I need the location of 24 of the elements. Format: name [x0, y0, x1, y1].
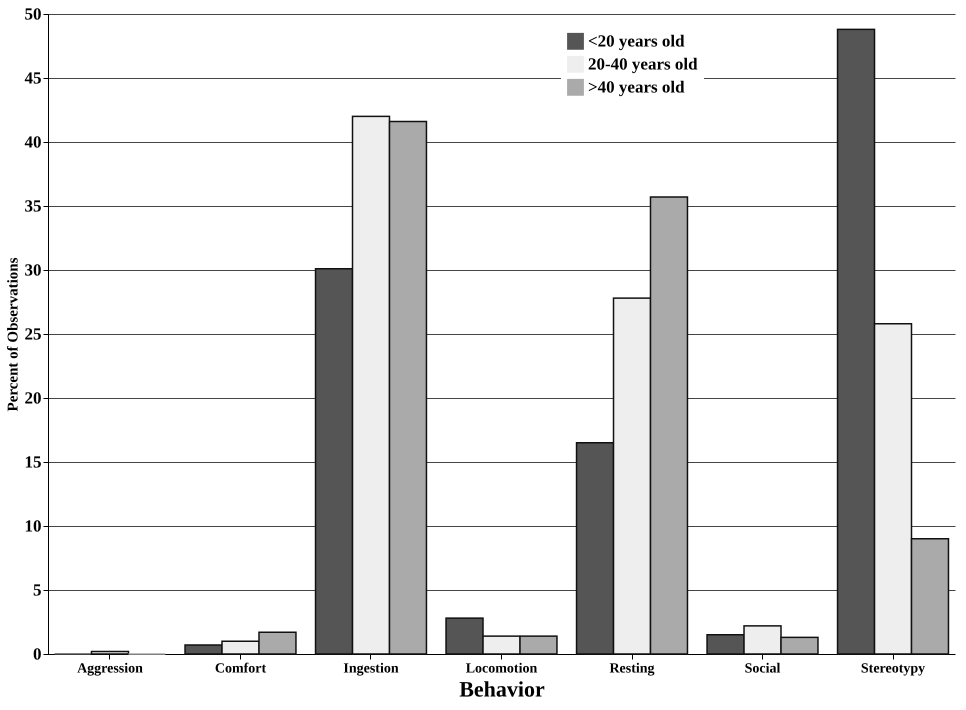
y-tick-label: 30 — [24, 260, 42, 280]
y-tick-label: 15 — [24, 452, 42, 472]
x-tick-label: Ingestion — [343, 662, 399, 676]
y-tick-label: 50 — [24, 4, 42, 24]
y-tick-label: 0 — [33, 644, 42, 664]
x-tick-label: Resting — [609, 662, 655, 676]
legend-label: <20 years old — [588, 31, 686, 50]
y-tick-label: 40 — [24, 132, 42, 152]
legend-label: 20-40 years old — [588, 54, 698, 74]
x-tick-label: Stereotypy — [860, 662, 926, 676]
x-tick-label: Aggression — [77, 662, 144, 676]
y-tick-label: 35 — [24, 196, 42, 216]
y-tick-label: 25 — [24, 324, 42, 344]
bar — [90, 650, 130, 655]
y-tick-label: 20 — [24, 388, 42, 408]
legend-label: >40 years old — [588, 77, 686, 96]
y-tick-label: 5 — [33, 580, 42, 600]
y-tick-label: 45 — [24, 68, 42, 88]
x-axis-title: Behavior — [459, 676, 546, 702]
x-tick-label: Social — [744, 662, 781, 676]
x-tick-label: Locomotion — [466, 662, 538, 676]
x-tick-label: Comfort — [214, 662, 266, 676]
y-axis-title: Percent of Observations — [6, 257, 22, 412]
y-tick-label: 10 — [24, 516, 42, 536]
